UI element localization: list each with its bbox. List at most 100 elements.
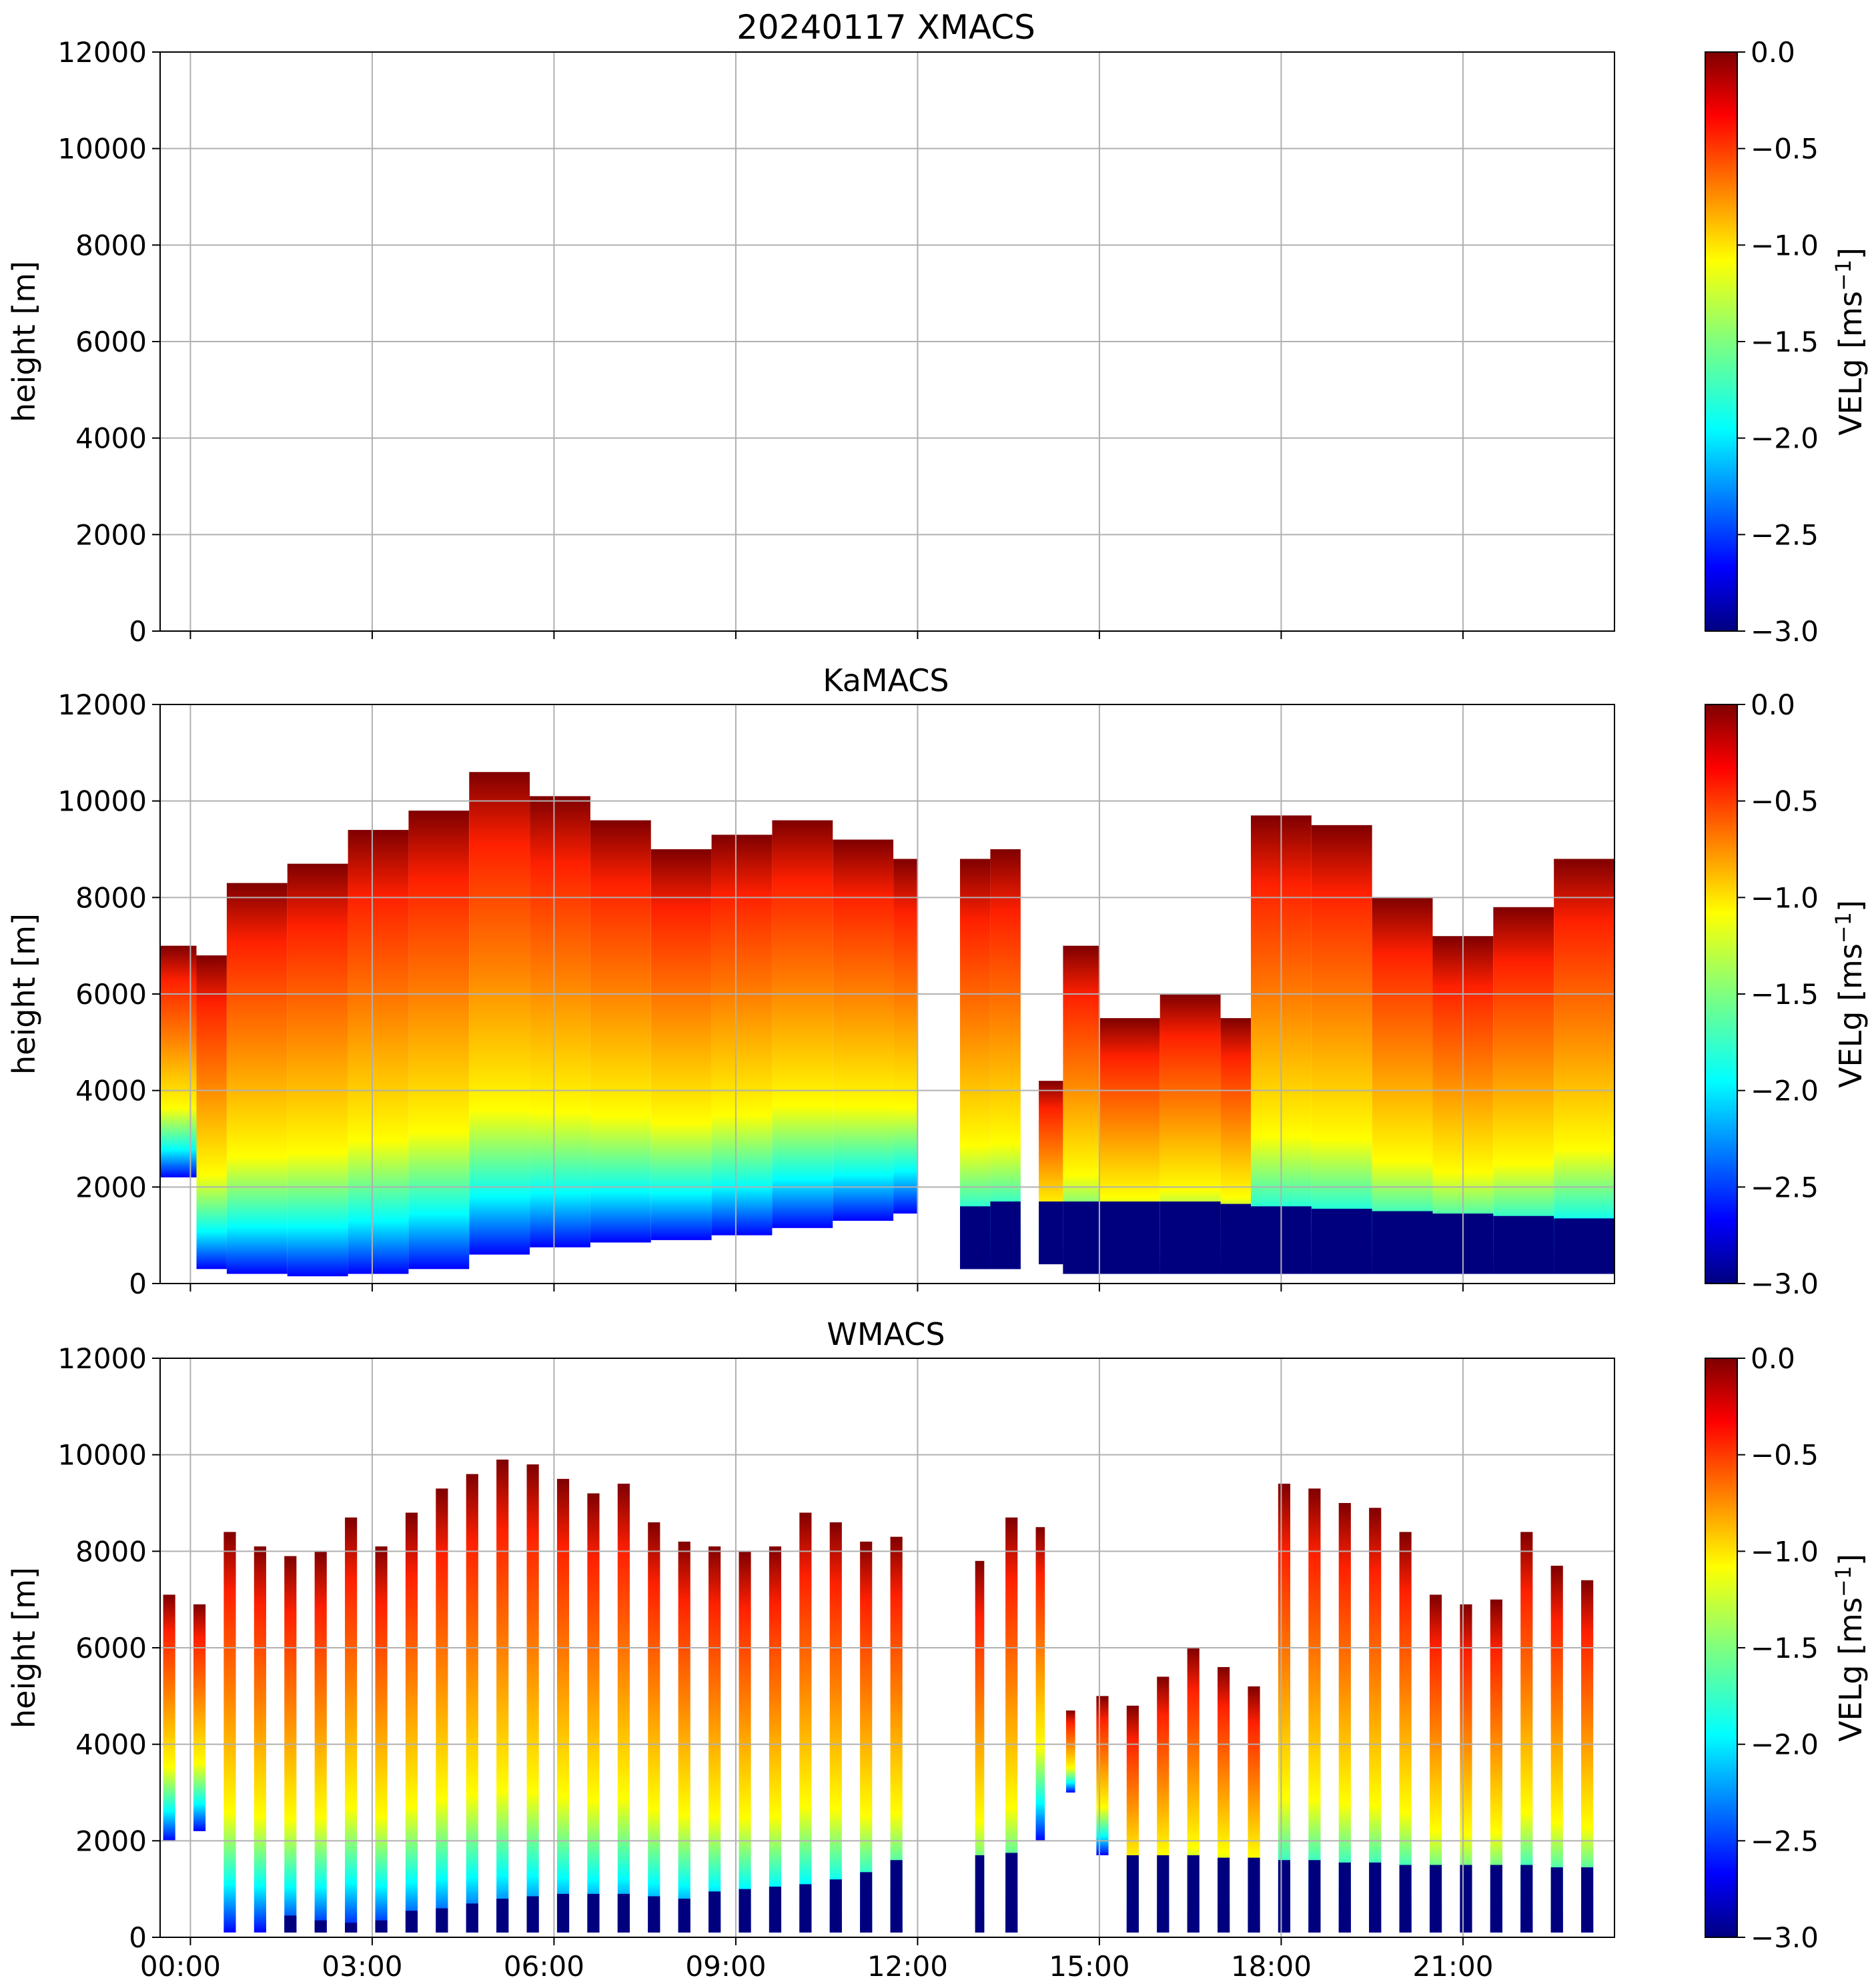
velocity-column-base (678, 1899, 690, 1933)
velocity-column-base (587, 1893, 600, 1933)
velocity-column-base (1159, 1201, 1221, 1274)
velocity-column-base (1220, 1203, 1251, 1274)
velocity-column (496, 1459, 509, 1933)
y-tick-label: 6000 (75, 978, 147, 1011)
velocity-column (1581, 1580, 1594, 1933)
x-axis-ticks (189, 631, 1464, 639)
velocity-column-base (1581, 1867, 1594, 1933)
colorbar-tick-label: −2.5 (1751, 1171, 1819, 1203)
y-tick-label: 8000 (75, 881, 147, 914)
y-axis-ticks: 0 2000 4000 6000 8000 10000 12000 (57, 1342, 160, 1954)
x-tick-label: 09:00 (685, 1950, 766, 1983)
velocity-column-base (1278, 1860, 1291, 1933)
colorbar-gradient (1705, 704, 1738, 1284)
colorbar-gradient (1705, 51, 1738, 632)
y-axis-label: height [m] (6, 913, 42, 1075)
velocity-column (348, 830, 409, 1274)
velocity-column (587, 1493, 600, 1933)
y-tick-label: 12000 (57, 36, 147, 69)
x-tick-label: 18:00 (1231, 1950, 1312, 1983)
colorbar-tick-label: −2.0 (1751, 1728, 1819, 1761)
panel-xmacs: 20240117 XMACS 0 2000 4000 6000 8000 10000 120… (6, 8, 1869, 648)
panel-title: KaMACS (823, 662, 949, 698)
velocity-column (1399, 1532, 1412, 1933)
colorbar-label: VELg [ms−1] (1831, 247, 1869, 436)
velocity-column-base (1493, 1215, 1554, 1274)
velocity-column-base (975, 1855, 985, 1933)
y-tick-label: 10000 (57, 133, 147, 165)
colorbar-tick-label: −3.0 (1751, 1268, 1819, 1300)
colorbar-tick-label: −1.5 (1751, 326, 1819, 358)
y-tick-label: 12000 (57, 688, 147, 721)
velocity-column-base (1369, 1862, 1382, 1933)
velocity-column-base (739, 1889, 751, 1933)
velocity-column (709, 1546, 721, 1933)
velocity-column (1065, 1710, 1075, 1793)
velocity-column-base (860, 1872, 873, 1933)
velocity-column-base (526, 1896, 539, 1933)
panel-title: 20240117 XMACS (737, 8, 1035, 47)
y-tick-label: 8000 (75, 1535, 147, 1568)
velocity-column (254, 1546, 266, 1933)
colorbar-tick-label: −2.5 (1751, 1825, 1819, 1857)
y-tick-label: 0 (129, 1268, 147, 1300)
velocity-column (617, 1484, 630, 1933)
colorbar-tick-label: −0.5 (1751, 785, 1819, 818)
y-tick-label: 12000 (57, 1342, 147, 1375)
velocity-column (1429, 1594, 1442, 1933)
velocity-column-base (496, 1899, 509, 1933)
velocity-column (860, 1541, 873, 1933)
y-tick-label: 6000 (75, 326, 147, 358)
colorbar-label: VELg [ms−1] (1831, 900, 1869, 1088)
velocity-column-base (405, 1911, 418, 1933)
velocity-column (466, 1474, 478, 1933)
velocity-column-base (1372, 1211, 1433, 1274)
colorbar: 0.0 −0.5 −1.0 −1.5 −2.0 −2.5 −3.0 VELg [ms−1] (1705, 688, 1869, 1300)
y-axis-ticks: 0 2000 4000 6000 8000 10000 12000 (57, 36, 160, 648)
y-tick-label: 0 (129, 615, 147, 648)
velocity-column (960, 859, 991, 1270)
velocity-column (650, 849, 712, 1240)
velocity-column-base (648, 1896, 660, 1933)
velocity-column-base (1429, 1865, 1442, 1933)
velocity-column (1554, 859, 1614, 1274)
velocity-column-base (829, 1879, 842, 1933)
colorbar-tick-label: 0.0 (1751, 688, 1795, 721)
velocity-column-base (375, 1920, 388, 1933)
colorbar-label-end: ] (1833, 1554, 1869, 1566)
velocity-column (193, 1604, 206, 1831)
colorbar-ticks: 0.0 −0.5 −1.0 −1.5 −2.0 −2.5 −3.0 (1737, 36, 1819, 648)
velocity-column-base (799, 1884, 812, 1933)
colorbar-label-main: VELg [ms (1833, 1597, 1869, 1742)
velocity-column-base (1399, 1865, 1412, 1933)
x-axis-ticks (189, 1284, 1464, 1292)
x-tick-label: 21:00 (1412, 1950, 1493, 1983)
velocity-column-base (1063, 1201, 1099, 1274)
velocity-column (590, 820, 651, 1243)
velocity-column (375, 1546, 388, 1933)
velocity-column-base (709, 1891, 721, 1933)
colorbar-label: VELg [ms−1] (1831, 1554, 1869, 1742)
velocity-column (975, 1560, 985, 1933)
velocity-column (678, 1541, 690, 1933)
velocity-column-base (1460, 1865, 1472, 1933)
colorbar-tick-label: 0.0 (1751, 36, 1795, 69)
velocity-column (1338, 1503, 1351, 1933)
colorbar-tick-label: −3.0 (1751, 1921, 1819, 1954)
velocity-column-base (890, 1860, 903, 1933)
velocity-column-base (1520, 1865, 1533, 1933)
velocity-column (287, 863, 348, 1277)
colorbar-tick-label: −3.0 (1751, 615, 1819, 648)
velocity-column (226, 883, 288, 1274)
colorbar-label-end: ] (1833, 900, 1869, 912)
velocity-column (833, 839, 894, 1221)
colorbar-tick-label: −0.5 (1751, 1439, 1819, 1472)
y-axis-ticks: 0 2000 4000 6000 8000 10000 12000 (57, 688, 160, 1300)
velocity-column-base (1248, 1857, 1260, 1933)
y-tick-label: 0 (129, 1921, 147, 1954)
velocity-column-base (556, 1893, 570, 1933)
velocity-column-base (1099, 1201, 1160, 1274)
x-tick-label: 06:00 (504, 1950, 584, 1983)
colorbar-label-sup: −1 (1831, 1566, 1856, 1597)
